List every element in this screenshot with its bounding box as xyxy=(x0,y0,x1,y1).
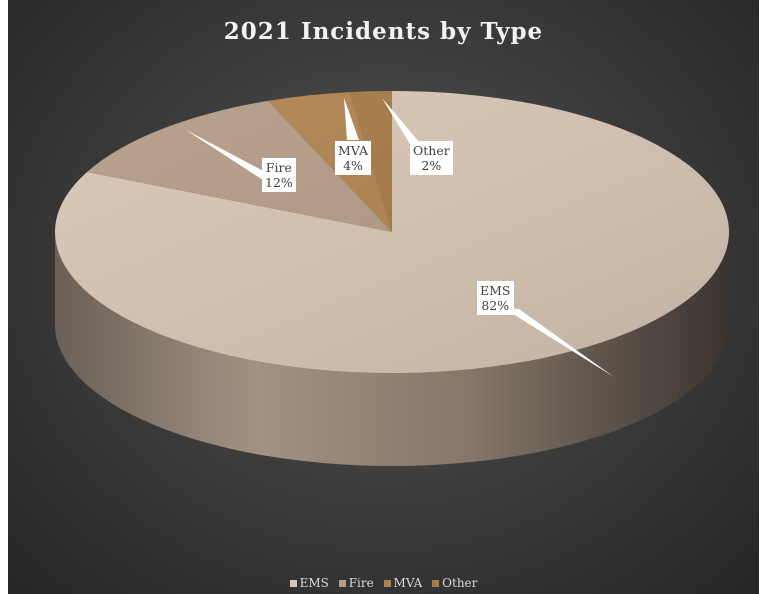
data-label-ems: EMS 82% xyxy=(477,281,514,315)
pie-side-wall xyxy=(55,232,729,466)
legend-swatch-mva xyxy=(383,580,391,587)
legend-item-ems: EMS xyxy=(289,576,329,590)
chart-panel: 2021 Incidents by Type EMS 82% Fire 12% … xyxy=(8,0,759,594)
legend-label-mva: MVA xyxy=(393,576,423,590)
chart-title: 2021 Incidents by Type xyxy=(223,18,544,45)
data-label-other-category: Other xyxy=(413,143,450,158)
leader-line-ems xyxy=(505,309,614,377)
legend-item-other: Other xyxy=(432,576,477,590)
data-label-other-value: 2% xyxy=(421,158,442,173)
data-label-other: Other 2% xyxy=(410,141,453,175)
data-label-mva: MVA 4% xyxy=(335,141,372,175)
leader-line-other xyxy=(382,98,425,149)
legend-label-fire: Fire xyxy=(348,576,374,590)
legend-swatch-fire xyxy=(338,580,346,587)
legend-label-other: Other xyxy=(442,576,478,590)
chart-legend: EMS Fire MVA Other xyxy=(8,576,759,590)
data-label-ems-category: EMS xyxy=(480,283,511,298)
legend-swatch-other xyxy=(432,580,440,587)
data-label-mva-value: 4% xyxy=(343,158,363,173)
data-label-mva-category: MVA xyxy=(338,143,369,158)
legend-label-ems: EMS xyxy=(299,576,329,590)
legend-item-mva: MVA xyxy=(383,576,423,590)
data-label-fire-category: Fire xyxy=(265,160,292,175)
leader-line-fire xyxy=(186,130,269,184)
leader-line-mva xyxy=(344,98,359,140)
data-label-fire: Fire 12% xyxy=(262,158,296,192)
data-label-ems-value: 82% xyxy=(481,298,510,313)
data-label-fire-value: 12% xyxy=(265,175,293,190)
legend-item-fire: Fire xyxy=(338,576,374,590)
pie-chart xyxy=(55,91,730,466)
legend-swatch-ems xyxy=(289,580,297,587)
